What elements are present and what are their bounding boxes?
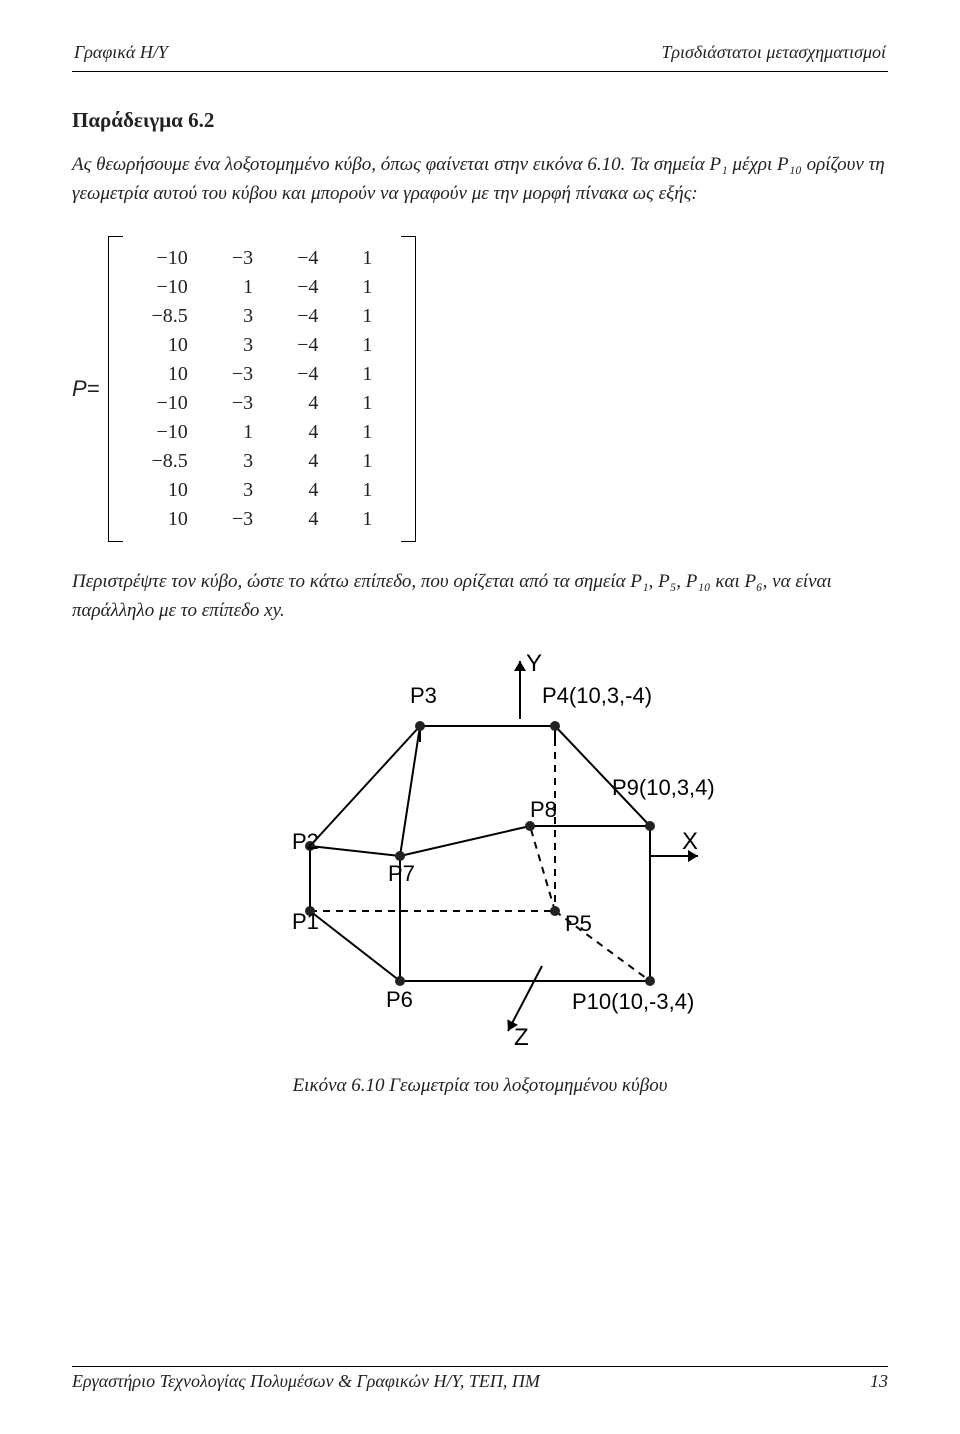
figure-caption: Εικόνα 6.10 Γεωμετρία του λοξοτομημένου … xyxy=(72,1075,888,1097)
svg-text:P6: P6 xyxy=(386,987,413,1012)
matrix-cell: 10 xyxy=(130,360,210,389)
matrix-cell: 3 xyxy=(210,447,275,476)
table-row: 10341 xyxy=(130,476,395,505)
matrix-cell: 1 xyxy=(210,273,275,302)
table-row: −101−41 xyxy=(130,273,395,302)
matrix-cell: −4 xyxy=(275,360,340,389)
svg-text:P2: P2 xyxy=(292,829,319,854)
matrix-cell: 1 xyxy=(340,331,394,360)
svg-text:Z: Z xyxy=(514,1024,529,1051)
matrix-cell: 10 xyxy=(130,331,210,360)
matrix-block: P= −10−3−41−101−41−8.53−41103−4110−3−41−… xyxy=(72,236,888,542)
table-row: 103−41 xyxy=(130,331,395,360)
svg-text:P8: P8 xyxy=(530,797,557,822)
table-row: −8.5341 xyxy=(130,447,395,476)
matrix-cell: 1 xyxy=(340,418,394,447)
table-row: −8.53−41 xyxy=(130,302,395,331)
footer-left: Εργαστήριο Τεχνολογίας Πολυμέσων & Γραφι… xyxy=(72,1371,540,1392)
matrix-cell: −4 xyxy=(275,244,340,273)
svg-text:P3: P3 xyxy=(410,683,437,708)
svg-text:P1: P1 xyxy=(292,909,319,934)
svg-text:P4(10,3,-4): P4(10,3,-4) xyxy=(542,683,652,708)
matrix-bracket-right xyxy=(401,236,416,542)
matrix-cell: 4 xyxy=(275,389,340,418)
matrix-cell: 1 xyxy=(340,302,394,331)
header-rule xyxy=(72,71,888,72)
cube-diagram: Y X Z P1 P2 P3 P4(10,3,-4) P5 P6 P7 P8 P9(10,3,4) P1… xyxy=(220,631,740,1061)
matrix-cell: 4 xyxy=(275,447,340,476)
matrix-cell: 1 xyxy=(210,418,275,447)
matrix-cell: −10 xyxy=(130,418,210,447)
svg-text:P7: P7 xyxy=(388,861,415,886)
matrix-cell: −4 xyxy=(275,302,340,331)
matrix-cell: −3 xyxy=(210,505,275,534)
intro-paragraph: Ας θεωρήσουμε ένα λοξοτομημένο κύβο, όπω… xyxy=(72,151,888,208)
table-row: −10141 xyxy=(130,418,395,447)
matrix-cell: 1 xyxy=(340,244,394,273)
matrix-cell: −4 xyxy=(275,273,340,302)
matrix-cell: −3 xyxy=(210,244,275,273)
matrix-cell: −8.5 xyxy=(130,302,210,331)
matrix-cell: −3 xyxy=(210,389,275,418)
matrix-cell: 10 xyxy=(130,505,210,534)
table-row: 10−3−41 xyxy=(130,360,395,389)
svg-text:P9(10,3,4): P9(10,3,4) xyxy=(612,775,715,800)
table-row: −10−3−41 xyxy=(130,244,395,273)
svg-text:P5: P5 xyxy=(565,911,592,936)
matrix-cell: 10 xyxy=(130,476,210,505)
matrix-cell: −8.5 xyxy=(130,447,210,476)
matrix-bracket-left xyxy=(108,236,123,542)
section-title: Παράδειγμα 6.2 xyxy=(72,108,888,133)
matrix-cell: 1 xyxy=(340,476,394,505)
svg-text:X: X xyxy=(682,828,698,855)
matrix-cell: −3 xyxy=(210,360,275,389)
matrix-cell: 4 xyxy=(275,476,340,505)
matrix-cell: 1 xyxy=(340,389,394,418)
matrix-cell: 3 xyxy=(210,476,275,505)
matrix-cell: −10 xyxy=(130,389,210,418)
matrix-cell: −10 xyxy=(130,273,210,302)
matrix-table: −10−3−41−101−41−8.53−41103−4110−3−41−10−… xyxy=(130,244,395,534)
matrix-cell: 1 xyxy=(340,447,394,476)
header-right: Τρισδιάστατοι μετασχηματισμοί xyxy=(661,42,886,63)
cube-diagram-wrap: Y X Z P1 P2 P3 P4(10,3,-4) P5 P6 P7 P8 P9(10,3,4) P1… xyxy=(72,631,888,1061)
page-header: Γραφικά Η/Υ Τρισδιάστατοι μετασχηματισμο… xyxy=(72,42,888,65)
matrix-cell: 1 xyxy=(340,360,394,389)
svg-text:P10(10,-3,4): P10(10,-3,4) xyxy=(572,989,694,1014)
table-row: −10−341 xyxy=(130,389,395,418)
matrix-cell: 3 xyxy=(210,331,275,360)
page-number: 13 xyxy=(870,1371,888,1392)
task-paragraph: Περιστρέψτε τον κύβο, ώστε το κάτω επίπε… xyxy=(72,568,888,625)
matrix-cell: −10 xyxy=(130,244,210,273)
matrix-cell: 4 xyxy=(275,418,340,447)
table-row: 10−341 xyxy=(130,505,395,534)
matrix-cell: 4 xyxy=(275,505,340,534)
matrix-cell: 1 xyxy=(340,273,394,302)
matrix-cell: −4 xyxy=(275,331,340,360)
page-footer: Εργαστήριο Τεχνολογίας Πολυμέσων & Γραφι… xyxy=(72,1360,888,1392)
matrix-P: −10−3−41−101−41−8.53−41103−4110−3−41−10−… xyxy=(108,236,417,542)
matrix-cell: 3 xyxy=(210,302,275,331)
matrix-label: P= xyxy=(72,376,100,402)
header-left: Γραφικά Η/Υ xyxy=(74,42,168,63)
svg-text:Y: Y xyxy=(526,650,542,677)
matrix-cell: 1 xyxy=(340,505,394,534)
